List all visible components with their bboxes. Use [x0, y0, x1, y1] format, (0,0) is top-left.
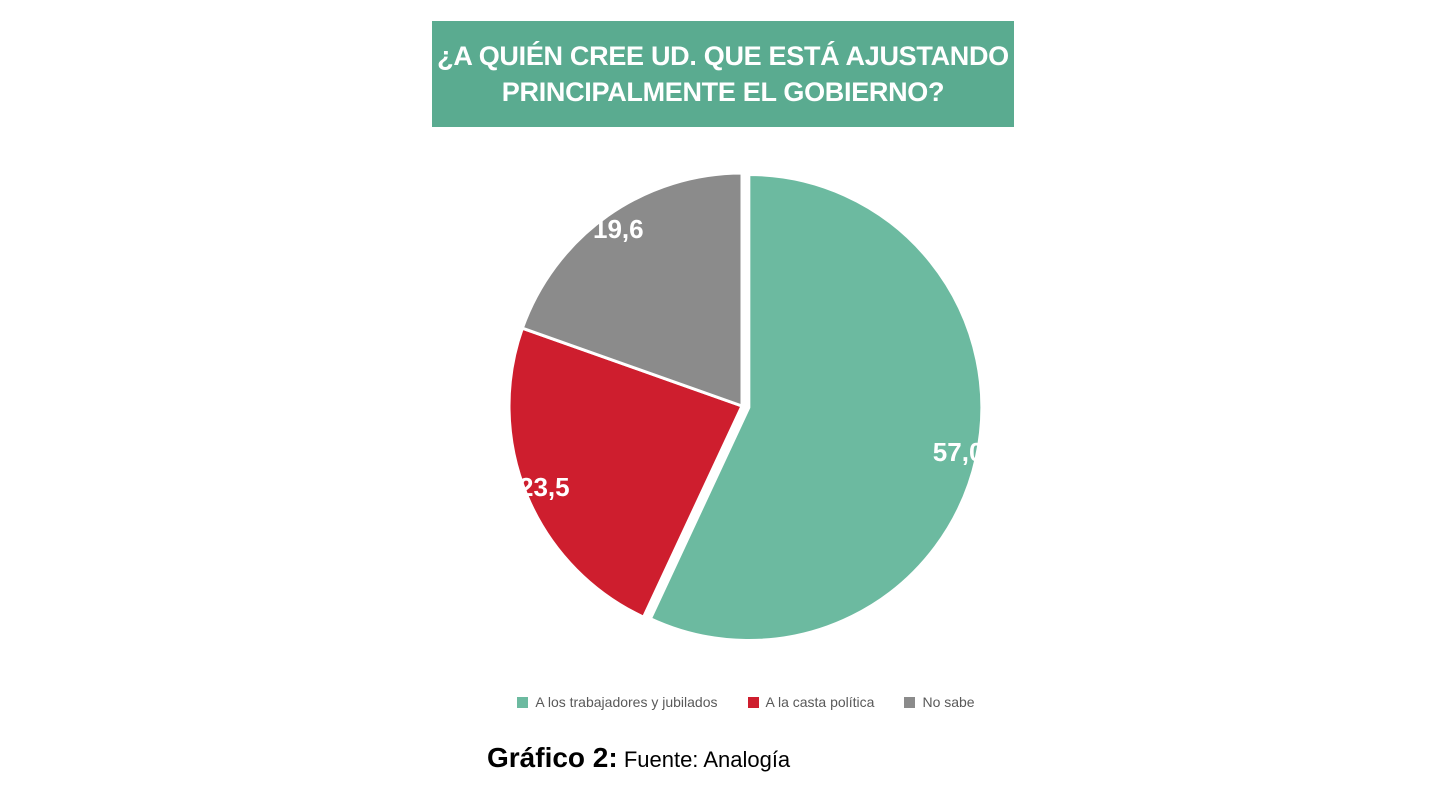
- chart-legend: A los trabajadores y jubilados A la casta…: [26, 694, 1440, 710]
- legend-label: A la casta política: [765, 694, 875, 710]
- legend-label: A los trabajadores y jubilados: [535, 694, 718, 710]
- legend-item-a-los-trabajadores-y-jubilados: A los trabajadores y jubilados: [517, 694, 718, 710]
- legend-item-no-sabe: No sabe: [904, 694, 975, 710]
- pie-slice-a-la-casta-pol-tica: [507, 326, 744, 619]
- pie-label-no-sabe: 19,6: [593, 214, 644, 244]
- legend-swatch-icon: [747, 696, 759, 708]
- legend-swatch-icon: [517, 696, 529, 708]
- pie-label-a-la-casta-pol-tica: 23,5: [519, 472, 570, 502]
- pie-slice-a-los-trabajadores-y-jubilados: [648, 173, 984, 643]
- pie-slice-no-sabe: [520, 171, 744, 408]
- legend-swatch-icon: [904, 696, 916, 708]
- chart-title-banner: ¿A QUIÉN CREE UD. QUE ESTÁ AJUSTANDO PRI…: [432, 21, 1014, 127]
- legend-item-a-la-casta-pol-tica: A la casta política: [747, 694, 875, 710]
- legend-label: No sabe: [922, 694, 975, 710]
- chart-title-line1: ¿A QUIÉN CREE UD. QUE ESTÁ AJUSTANDO: [437, 40, 1009, 71]
- pie-label-a-los-trabajadores-y-jubilados: 57,0: [933, 437, 984, 467]
- caption-label: Gráfico 2:: [487, 742, 618, 773]
- chart-title-line2: PRINCIPALMENTE EL GOBIERNO?: [501, 77, 945, 107]
- caption-source: Fuente: Analogía: [617, 747, 791, 772]
- caption: Gráfico 2: Fuente: Analogía: [487, 742, 790, 774]
